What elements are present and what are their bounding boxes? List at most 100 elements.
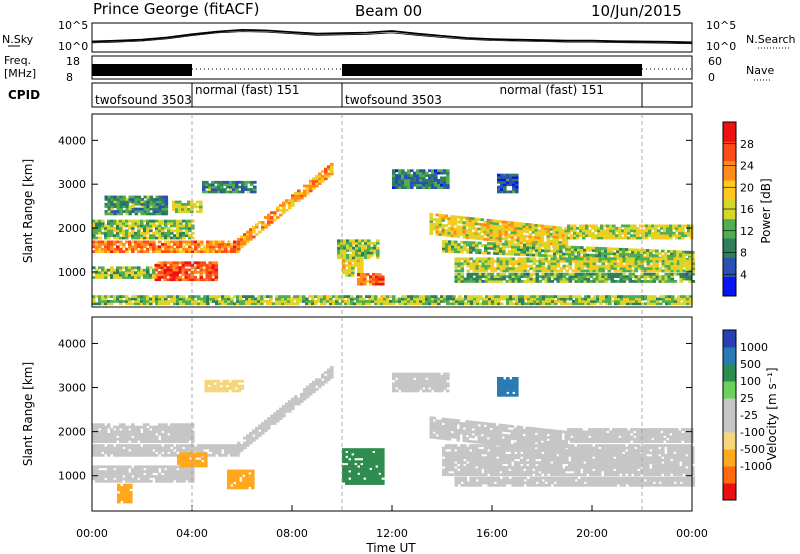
heatmap-cell (540, 229, 545, 233)
heatmap-cell (104, 302, 108, 306)
heatmap-cell (98, 224, 102, 228)
heatmap-cell (237, 245, 241, 248)
heatmap-cell (534, 236, 539, 239)
heatmap-cell (630, 229, 634, 233)
heatmap-cell (290, 300, 294, 303)
heatmap-cell (134, 302, 138, 306)
heatmap-cell (367, 244, 371, 248)
heatmap-cell (607, 252, 611, 255)
heatmap-cell (342, 472, 346, 476)
heatmap-cell (254, 302, 258, 306)
heatmap-cell (119, 444, 123, 447)
heatmap-cell (137, 472, 141, 476)
heatmap-cell (541, 272, 546, 276)
heatmap-cell (611, 300, 615, 303)
heatmap-cell (634, 258, 638, 261)
heatmap-cell (270, 417, 274, 420)
heatmap-cell (152, 300, 156, 303)
heatmap-cell (116, 224, 120, 228)
heatmap-cell (629, 300, 633, 303)
heatmap-cell (245, 479, 249, 483)
heatmap-cell (589, 275, 594, 278)
heatmap-cell (517, 272, 522, 276)
heatmap-cell (248, 295, 252, 298)
heatmap-cell (184, 210, 188, 214)
beam-title: Beam 00 (355, 2, 422, 20)
heatmap-cell (239, 481, 243, 485)
heatmap-cell (131, 467, 135, 471)
heatmap-cell (392, 295, 396, 298)
heatmap-cell (560, 297, 564, 301)
heatmap-cell (597, 236, 601, 240)
heatmap-cell (665, 302, 669, 306)
heatmap-cell (122, 210, 127, 213)
heatmap-cell (92, 470, 96, 473)
heatmap-cell (657, 236, 661, 240)
heatmap-cell (472, 259, 477, 263)
heatmap-cell (466, 241, 470, 244)
heatmap-cell (170, 240, 174, 244)
heatmap-cell (309, 385, 313, 389)
heatmap-cell (469, 248, 473, 252)
heatmap-cell (431, 186, 435, 189)
heatmap-cell (104, 472, 108, 476)
heatmap-cell (186, 459, 190, 463)
heatmap-cell (98, 446, 102, 450)
heatmap-cell (529, 257, 534, 261)
heatmap-cell (551, 302, 555, 306)
heatmap-cell (610, 272, 615, 276)
heatmap-cell (285, 402, 289, 406)
heatmap-cell (478, 248, 482, 252)
heatmap-cell (639, 231, 643, 235)
heatmap-cell (192, 452, 196, 456)
heatmap-cell (679, 264, 684, 268)
heatmap-cell (569, 295, 573, 298)
heatmap-cell (466, 269, 471, 273)
heatmap-cell (555, 235, 560, 239)
heatmap-cell (351, 269, 355, 272)
heatmap-cell (143, 200, 148, 204)
heatmap-cell (351, 266, 355, 270)
heatmap-cell (212, 240, 216, 244)
heatmap-cell (182, 472, 186, 476)
heatmap-cell (122, 250, 126, 253)
heatmap-cell (492, 236, 497, 240)
heatmap-cell (504, 220, 509, 224)
heatmap-cell (192, 459, 196, 463)
heatmap-cell (431, 181, 435, 185)
heatmap-cell (218, 240, 222, 244)
power-colorbar-swatch (723, 257, 736, 278)
heatmap-cell (185, 446, 189, 450)
heatmap-cell (175, 268, 180, 272)
heatmap-cell (425, 181, 429, 185)
heatmap-cell (131, 207, 136, 211)
heatmap-cell (116, 247, 120, 251)
heatmap-cell (257, 295, 261, 298)
heatmap-cell (125, 302, 129, 306)
heatmap-cell (172, 263, 177, 267)
heatmap-cell (622, 252, 626, 256)
heatmap-cell (482, 302, 486, 306)
heatmap-cell (252, 429, 256, 433)
heatmap-cell (664, 259, 669, 263)
heatmap-cell (596, 295, 600, 298)
heatmap-cell (134, 479, 138, 483)
heatmap-cell (642, 229, 646, 233)
heatmap-cell (216, 384, 221, 388)
heatmap-cell (137, 449, 141, 452)
heatmap-cell (155, 224, 159, 228)
heatmap-cell (221, 444, 225, 447)
heatmap-cell (490, 257, 495, 261)
heatmap-cell (202, 185, 206, 189)
heatmap-cell (188, 446, 192, 450)
heatmap-cell (217, 180, 221, 184)
heatmap-cell (601, 264, 606, 268)
heatmap-cell (158, 247, 162, 251)
heatmap-cell (238, 190, 242, 194)
heatmap-cell (565, 280, 570, 283)
heatmap-cell (626, 297, 630, 301)
heatmap-cell (122, 465, 126, 469)
heatmap-cell (454, 262, 459, 266)
heatmap-cell (143, 236, 147, 240)
heatmap-cell (140, 437, 144, 441)
